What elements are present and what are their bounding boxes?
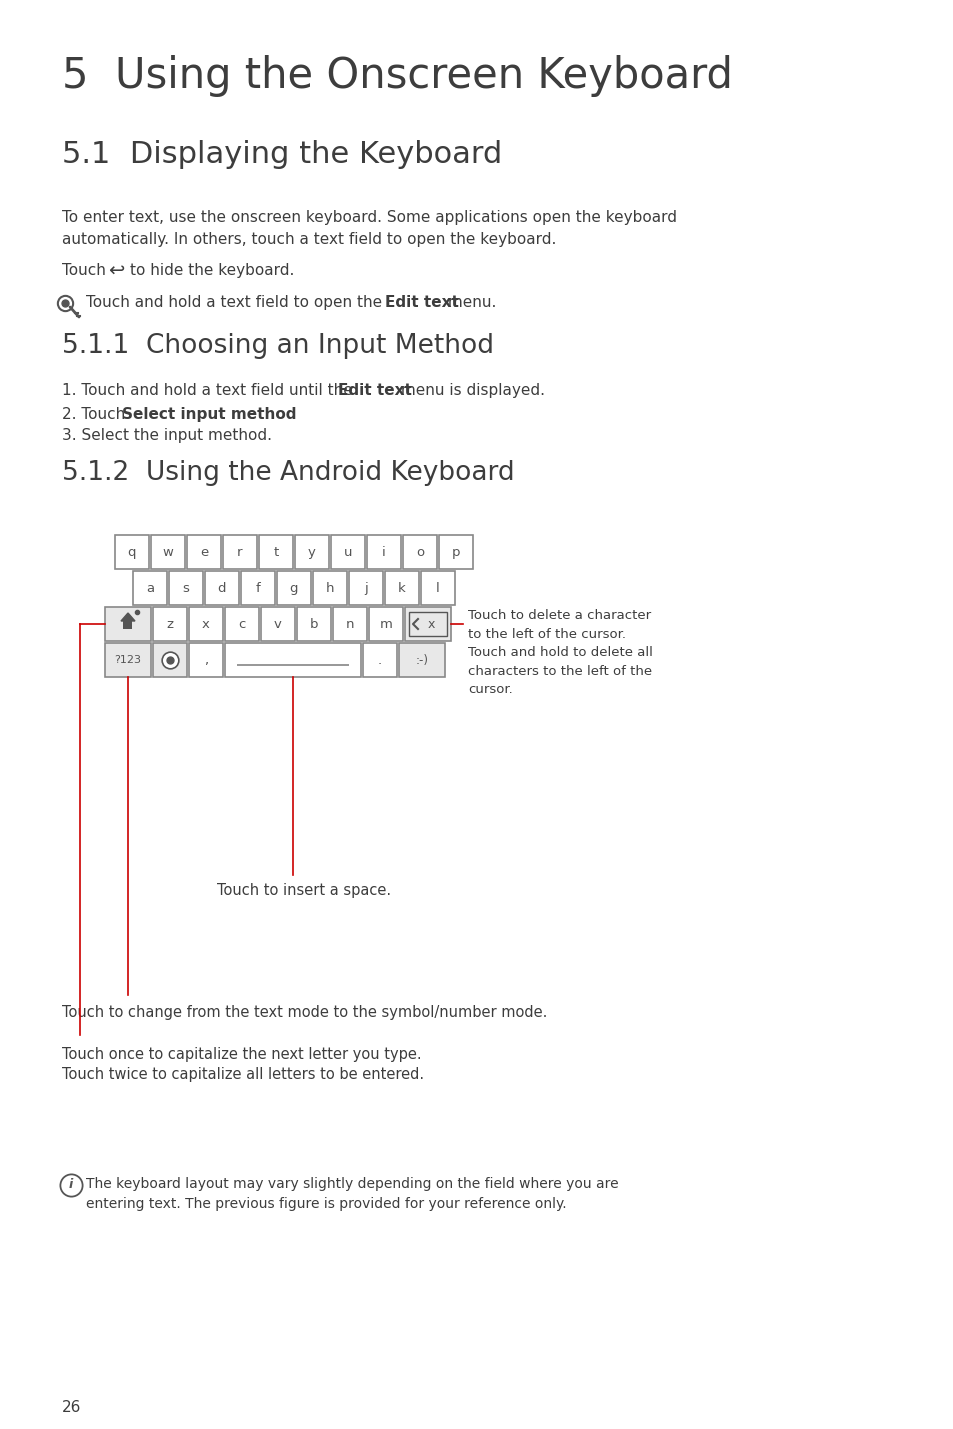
Text: z: z <box>167 617 173 630</box>
Text: Touch and hold a text field to open the: Touch and hold a text field to open the <box>86 294 387 310</box>
Bar <box>225 643 360 677</box>
Text: r: r <box>237 546 242 559</box>
Text: q: q <box>128 546 136 559</box>
Bar <box>367 534 400 569</box>
Text: a: a <box>146 582 153 594</box>
Text: i: i <box>382 546 385 559</box>
Text: 1. Touch and hold a text field until the: 1. Touch and hold a text field until the <box>62 383 357 399</box>
Text: v: v <box>274 617 282 630</box>
Bar <box>205 572 239 604</box>
Bar <box>151 534 185 569</box>
Text: c: c <box>238 617 246 630</box>
Bar <box>258 534 293 569</box>
Text: x: x <box>427 617 435 630</box>
Text: menu.: menu. <box>442 294 496 310</box>
Bar <box>189 643 223 677</box>
Text: Touch: Touch <box>62 263 106 279</box>
Bar <box>169 572 203 604</box>
Bar <box>189 607 223 642</box>
Text: k: k <box>397 582 405 594</box>
Text: h: h <box>325 582 334 594</box>
Bar <box>261 607 294 642</box>
Bar <box>405 607 451 642</box>
Bar <box>187 534 221 569</box>
Bar <box>363 643 396 677</box>
Text: j: j <box>364 582 368 594</box>
Text: 5.1  Displaying the Keyboard: 5.1 Displaying the Keyboard <box>62 140 501 169</box>
Bar <box>115 534 149 569</box>
Bar <box>438 534 473 569</box>
Text: t: t <box>274 546 278 559</box>
Text: automatically. In others, touch a text field to open the keyboard.: automatically. In others, touch a text f… <box>62 231 556 247</box>
Text: menu is displayed.: menu is displayed. <box>395 383 544 399</box>
Bar <box>123 622 132 629</box>
Bar <box>333 607 367 642</box>
Text: x: x <box>202 617 210 630</box>
Text: Touch to delete a character
to the left of the cursor.
Touch and hold to delete : Touch to delete a character to the left … <box>468 609 652 696</box>
Bar <box>236 663 349 666</box>
Text: entering text. The previous figure is provided for your reference only.: entering text. The previous figure is pr… <box>86 1198 566 1210</box>
Text: to hide the keyboard.: to hide the keyboard. <box>130 263 294 279</box>
Text: n: n <box>345 617 354 630</box>
Bar <box>398 643 444 677</box>
Text: Touch to insert a space.: Touch to insert a space. <box>216 883 391 897</box>
Bar <box>223 534 256 569</box>
Text: :-): :-) <box>416 653 428 666</box>
Text: ↩: ↩ <box>108 262 124 280</box>
Text: s: s <box>182 582 190 594</box>
Text: y: y <box>308 546 315 559</box>
Text: p: p <box>452 546 459 559</box>
Bar <box>152 607 187 642</box>
Bar <box>294 534 329 569</box>
Bar <box>420 572 455 604</box>
Text: i: i <box>69 1177 73 1190</box>
Text: w: w <box>162 546 173 559</box>
Polygon shape <box>121 613 135 622</box>
Text: 3. Select the input method.: 3. Select the input method. <box>62 429 272 443</box>
Text: Edit text: Edit text <box>385 294 458 310</box>
Bar <box>313 572 347 604</box>
Bar <box>296 607 331 642</box>
Bar <box>409 612 447 636</box>
Bar <box>331 534 365 569</box>
Text: e: e <box>200 546 208 559</box>
Text: 5.1.2  Using the Android Keyboard: 5.1.2 Using the Android Keyboard <box>62 460 514 486</box>
Text: .: . <box>377 653 381 666</box>
Text: f: f <box>255 582 260 594</box>
Text: ?123: ?123 <box>114 654 141 664</box>
Bar <box>152 643 187 677</box>
Text: To enter text, use the onscreen keyboard. Some applications open the keyboard: To enter text, use the onscreen keyboard… <box>62 210 677 224</box>
Text: Touch to change from the text mode to the symbol/number mode.: Touch to change from the text mode to th… <box>62 1005 547 1020</box>
Bar <box>385 572 418 604</box>
Text: Touch twice to capitalize all letters to be entered.: Touch twice to capitalize all letters to… <box>62 1067 424 1082</box>
Text: 26: 26 <box>62 1400 81 1415</box>
Text: 5.1.1  Choosing an Input Method: 5.1.1 Choosing an Input Method <box>62 333 494 359</box>
Text: Touch once to capitalize the next letter you type.: Touch once to capitalize the next letter… <box>62 1047 421 1062</box>
Bar <box>276 572 311 604</box>
Text: b: b <box>310 617 318 630</box>
Bar <box>402 534 436 569</box>
Text: ,: , <box>204 653 208 666</box>
Bar <box>369 607 402 642</box>
Text: o: o <box>416 546 424 559</box>
Text: 5  Using the Onscreen Keyboard: 5 Using the Onscreen Keyboard <box>62 54 732 97</box>
Text: .: . <box>250 407 254 422</box>
Text: Select input method: Select input method <box>122 407 296 422</box>
Text: 2. Touch: 2. Touch <box>62 407 130 422</box>
Bar <box>132 572 167 604</box>
Text: The keyboard layout may vary slightly depending on the field where you are: The keyboard layout may vary slightly de… <box>86 1177 618 1190</box>
Text: u: u <box>343 546 352 559</box>
Bar <box>241 572 274 604</box>
Bar <box>225 607 258 642</box>
Bar <box>105 607 151 642</box>
Text: g: g <box>290 582 298 594</box>
Text: Edit text: Edit text <box>337 383 412 399</box>
Text: l: l <box>436 582 439 594</box>
Bar <box>349 572 382 604</box>
Bar <box>105 643 151 677</box>
Text: d: d <box>217 582 226 594</box>
Text: m: m <box>379 617 392 630</box>
